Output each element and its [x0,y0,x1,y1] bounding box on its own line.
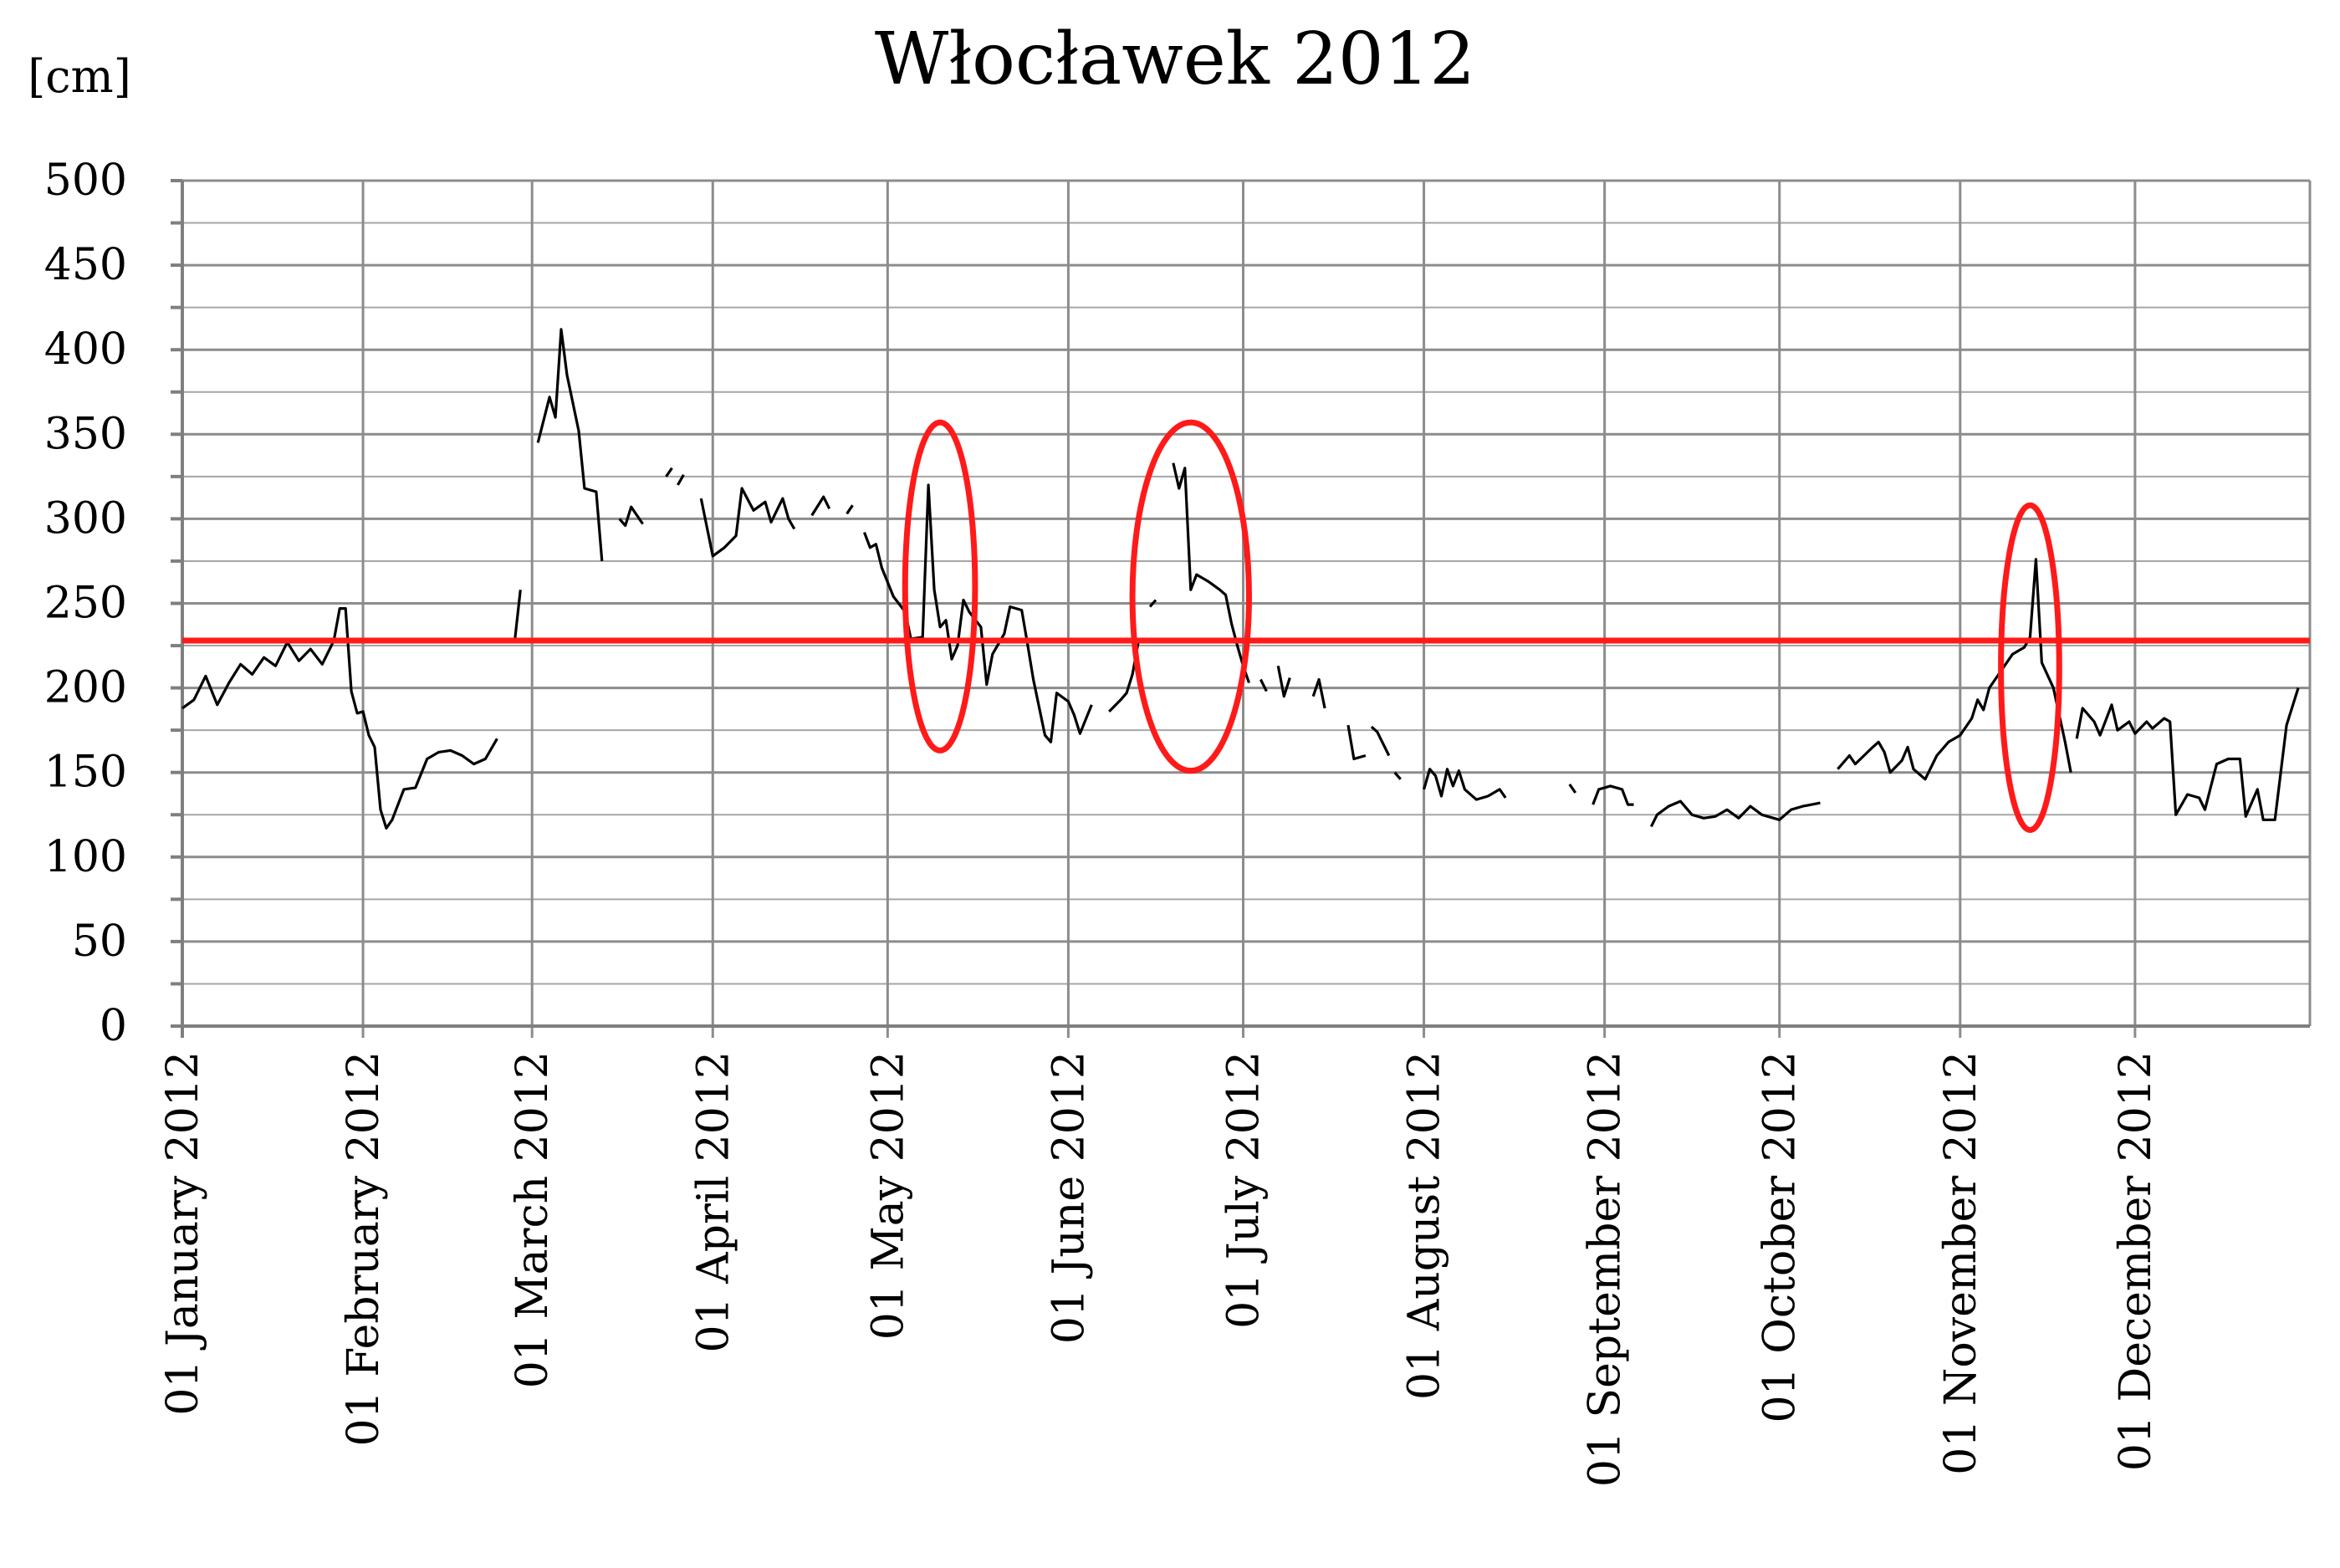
y-tick-label: 50 [72,917,127,967]
series-segment [677,474,685,486]
gridlines [171,179,2312,1038]
y-tick-labels: 0 50 100 150 200 250 300 350 400 450 500 [44,156,127,1051]
series-segment [1370,725,1391,757]
x-tick-labels: 01 January 2012 01 February 2012 01 March … [158,1051,2161,1487]
series-segment [1837,558,2072,781]
series-segment [1259,678,1268,692]
series-segment [1172,462,1251,684]
x-tick-label: 01 October 2012 [1755,1051,1806,1422]
highlight-ellipses [902,419,2062,833]
series-segment [810,495,831,517]
chart-title: Włocławek 2012 [875,18,1475,101]
highlight-ellipse [1129,419,1252,774]
x-tick-label: 01 December 2012 [2111,1051,2161,1471]
x-tick-label: 01 March 2012 [508,1051,558,1388]
series-segment [1148,599,1157,608]
highlight-ellipse [902,419,978,753]
series-segment [2075,687,2300,821]
y-tick-label: 400 [44,324,127,375]
x-tick-label: 01 May 2012 [863,1051,913,1340]
series-segment [513,590,522,643]
x-tick-label: 01 January 2012 [158,1051,208,1416]
series-segment [1568,783,1577,794]
series-segment [665,467,673,478]
y-tick-label: 200 [44,663,127,713]
water-level-series [181,328,2300,830]
x-tick-label: 01 November 2012 [1936,1051,1986,1475]
highlight-ellipse [1998,502,2062,833]
x-tick-label: 01 June 2012 [1044,1051,1094,1344]
series-segment [1346,724,1367,761]
y-tick-label: 300 [44,493,127,544]
y-tick-label: 150 [44,748,127,798]
series-segment [1649,799,1821,828]
x-tick-label: 01 July 2012 [1219,1051,1270,1329]
series-segment [1423,768,1507,801]
series-segment [846,504,854,515]
series-segment [1276,665,1291,698]
x-tick-label: 01 April 2012 [688,1051,738,1353]
y-tick-label: 350 [44,409,127,459]
x-tick-label: 01 September 2012 [1581,1051,1631,1487]
series-segment [699,487,796,558]
x-tick-label: 01 February 2012 [339,1051,389,1446]
series-segment [618,505,644,528]
series-segment [1311,677,1326,709]
series-segment [1393,771,1402,780]
series-segment [1592,784,1634,806]
y-unit-label: [cm] [28,50,131,103]
y-tick-label: 250 [44,579,127,629]
y-tick-label: 500 [44,156,127,206]
y-tick-label: 0 [100,1001,127,1051]
series-segment [536,328,604,562]
series-segment [863,483,1093,743]
series-segment [181,606,498,830]
x-tick-label: 01 August 2012 [1400,1051,1450,1400]
y-tick-label: 450 [44,240,127,290]
y-tick-label: 100 [44,832,127,882]
